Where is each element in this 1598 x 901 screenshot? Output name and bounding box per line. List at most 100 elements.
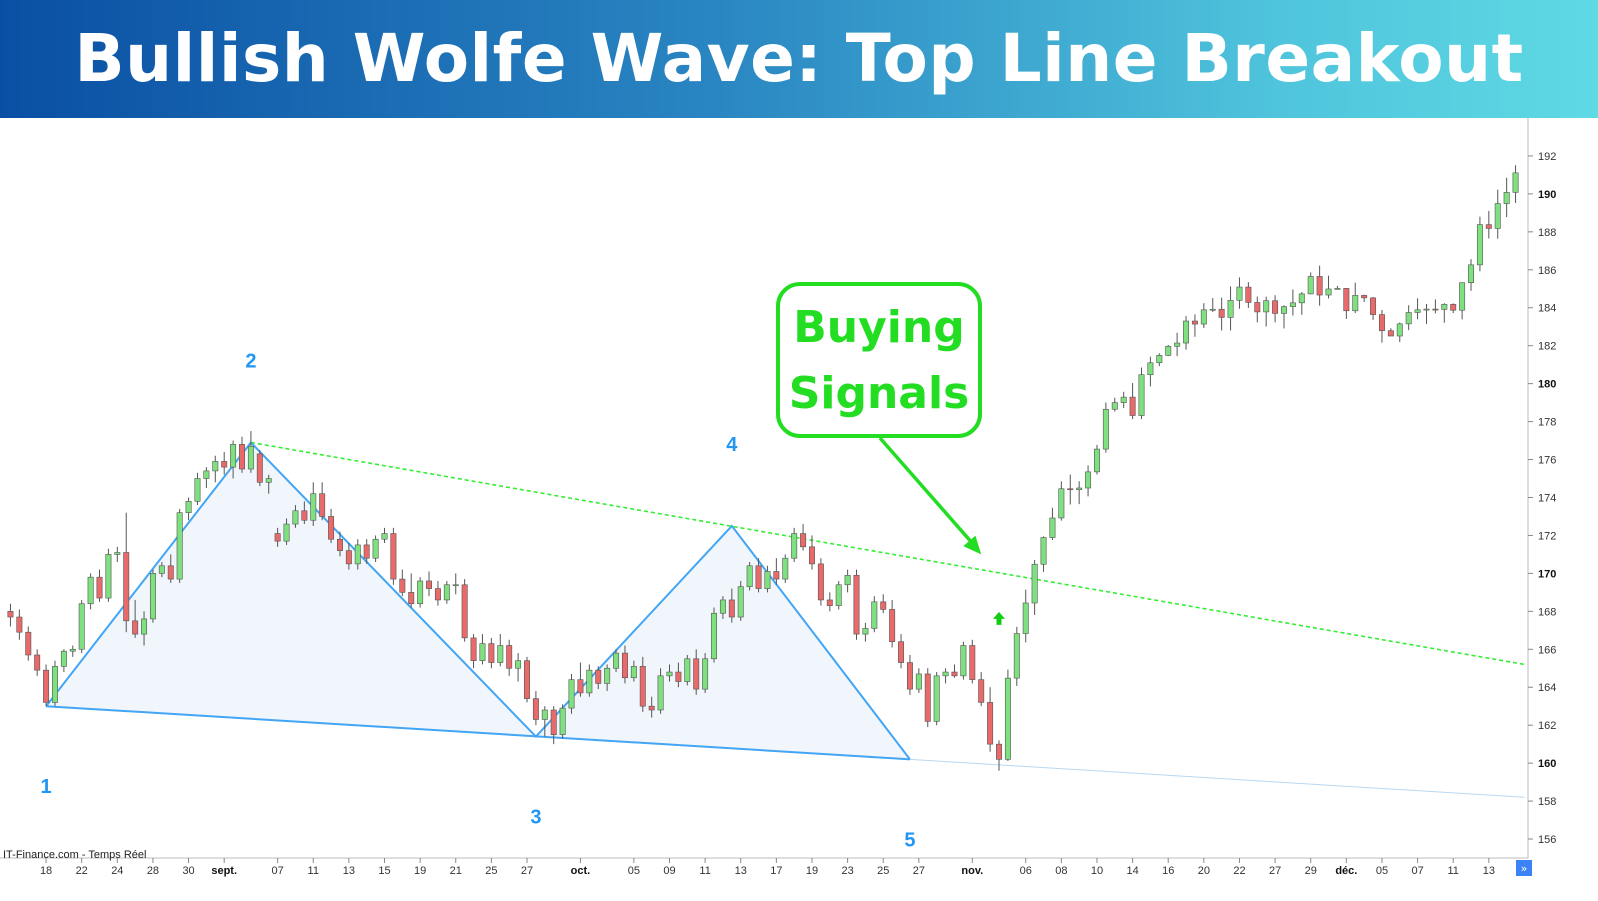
candle bbox=[951, 664, 958, 678]
y-tick-label: 162 bbox=[1538, 720, 1556, 732]
candle bbox=[506, 639, 513, 676]
x-tick-label: 19 bbox=[806, 865, 818, 877]
candle bbox=[52, 660, 58, 707]
x-tick-label: 27 bbox=[521, 865, 533, 877]
pivot-label-3: 3 bbox=[530, 807, 541, 829]
candle bbox=[1298, 291, 1305, 315]
candle bbox=[1476, 216, 1483, 272]
candle bbox=[800, 524, 807, 551]
candle bbox=[1218, 297, 1225, 331]
x-tick-label: 25 bbox=[485, 865, 497, 877]
candle bbox=[123, 512, 130, 633]
x-tick-label: 29 bbox=[1305, 865, 1317, 877]
candle bbox=[1254, 296, 1261, 323]
candle bbox=[1272, 295, 1279, 323]
x-tick-label: 11 bbox=[699, 865, 710, 877]
candle bbox=[996, 740, 1002, 771]
candle bbox=[69, 645, 76, 657]
candle bbox=[1013, 626, 1020, 686]
callout-arrow-line bbox=[878, 436, 977, 548]
candle bbox=[1227, 286, 1234, 331]
candle bbox=[1093, 444, 1100, 475]
y-tick-label: 170 bbox=[1538, 568, 1556, 580]
candle bbox=[782, 554, 789, 583]
candle bbox=[728, 588, 735, 623]
x-tick-label: 05 bbox=[1376, 865, 1388, 877]
y-tick-label: 158 bbox=[1538, 796, 1556, 808]
candle bbox=[1334, 285, 1341, 290]
candle bbox=[372, 535, 379, 562]
candle bbox=[310, 482, 317, 526]
y-ticks: 156 158 160 162 164 166 168 170 172 174 176 178 180 1… bbox=[1528, 151, 1556, 846]
candle bbox=[541, 706, 548, 737]
candle bbox=[408, 573, 415, 608]
chart-area: 156 158 160 162 164 166 168 170 172 174 176 178 180 1… bbox=[0, 118, 1598, 896]
candle bbox=[1468, 259, 1474, 291]
candle bbox=[399, 569, 406, 597]
candle bbox=[773, 558, 780, 585]
candle bbox=[1174, 332, 1181, 357]
candle bbox=[185, 497, 192, 521]
y-tick-label: 190 bbox=[1538, 189, 1556, 201]
pivot-labels: 1 2 3 4 5 bbox=[41, 350, 916, 851]
y-tick-label: 180 bbox=[1538, 379, 1556, 391]
base-line-extension bbox=[909, 758, 1525, 798]
y-tick-label: 172 bbox=[1538, 530, 1556, 542]
candle bbox=[443, 580, 450, 604]
candle bbox=[87, 573, 94, 610]
candle bbox=[452, 573, 459, 595]
scroll-right-button[interactable]: » bbox=[1516, 860, 1532, 876]
candle bbox=[987, 687, 994, 752]
candle bbox=[78, 599, 85, 654]
candle bbox=[212, 455, 219, 483]
x-tick-label: 11 bbox=[308, 865, 319, 877]
candles-layer bbox=[7, 165, 1519, 771]
candle bbox=[479, 634, 486, 665]
candle bbox=[336, 531, 343, 557]
y-tick-label: 178 bbox=[1538, 417, 1556, 429]
axes-layer bbox=[0, 118, 1529, 859]
candle bbox=[194, 472, 201, 506]
x-tick-label: 22 bbox=[76, 865, 88, 877]
candle bbox=[1316, 265, 1323, 306]
double-chevron-right-icon: » bbox=[1521, 862, 1528, 875]
pivot-label-5: 5 bbox=[904, 829, 915, 851]
candle bbox=[1378, 310, 1385, 343]
candle bbox=[1396, 322, 1403, 343]
candle bbox=[381, 527, 388, 544]
callout-line-2: Signals bbox=[789, 368, 970, 419]
candle bbox=[1022, 589, 1029, 643]
candle bbox=[586, 664, 593, 697]
candle bbox=[817, 558, 824, 606]
x-tick-label: déc. bbox=[1335, 865, 1357, 877]
candle bbox=[639, 656, 646, 712]
y-tick-label: 160 bbox=[1538, 758, 1556, 770]
candle bbox=[702, 653, 709, 693]
candle bbox=[461, 579, 468, 642]
y-tick-label: 186 bbox=[1538, 265, 1556, 277]
candle bbox=[1236, 277, 1243, 309]
candle bbox=[613, 649, 620, 673]
candle bbox=[835, 580, 842, 610]
candle bbox=[880, 594, 887, 614]
candle bbox=[969, 639, 976, 684]
candle bbox=[1049, 507, 1056, 540]
title-banner: Bullish Wolfe Wave: Top Line Breakout bbox=[0, 0, 1598, 118]
candle bbox=[221, 451, 228, 475]
pivot-label-2: 2 bbox=[245, 350, 256, 372]
candle bbox=[16, 609, 23, 640]
candle bbox=[924, 668, 931, 728]
candle bbox=[1512, 165, 1519, 204]
x-tick-label: 14 bbox=[1126, 865, 1138, 877]
candle bbox=[1423, 303, 1430, 324]
x-tick-label: 23 bbox=[841, 865, 853, 877]
callout-line-1: Buying bbox=[793, 302, 964, 353]
candle bbox=[1325, 275, 1332, 299]
x-tick-label: 25 bbox=[877, 865, 889, 877]
pivot-label-1: 1 bbox=[41, 776, 52, 798]
x-tick-label: 21 bbox=[450, 865, 462, 877]
candle bbox=[684, 654, 691, 686]
candle bbox=[568, 673, 575, 714]
candle bbox=[764, 565, 771, 593]
x-tick-label: 07 bbox=[1411, 865, 1423, 877]
